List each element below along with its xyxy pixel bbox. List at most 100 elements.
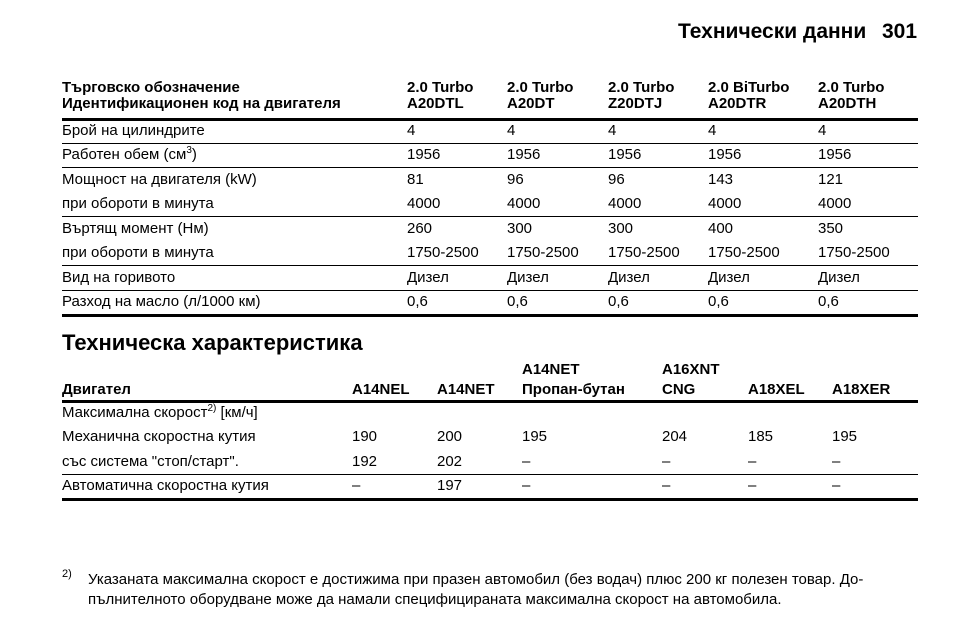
cell: Автоматична скоростна кутия (62, 477, 269, 494)
header-cell: 2.0 Turbo (507, 79, 574, 96)
superscript: 2) (207, 402, 217, 414)
cell: 192 (352, 452, 378, 470)
cell: Дизел (407, 268, 449, 286)
cell: 202 (437, 452, 463, 470)
header-cell: A18XEL (748, 381, 805, 398)
cell: Мощност на двигателя (kW) (62, 170, 257, 188)
cell: 1956 (818, 146, 852, 163)
section-title: Техническа характеристика (62, 330, 363, 355)
rule (62, 118, 918, 121)
cell: Дизел (608, 268, 650, 286)
footnote-text: пълнителното оборудване може да намали с… (88, 591, 782, 608)
rule (62, 498, 918, 501)
cell: 4000 (608, 195, 642, 212)
cell: Разход на масло (л/1000 км) (62, 293, 261, 310)
header-cell: A20DTR (708, 95, 767, 112)
cell: – (662, 477, 671, 494)
text-part: Работен обем (см (62, 146, 187, 163)
cell: – (832, 452, 841, 470)
header-cell: 2.0 Turbo (818, 79, 885, 96)
header-cell: Търговско обозначение (62, 79, 240, 96)
cell: Дизел (507, 268, 549, 286)
cell: 1956 (608, 146, 642, 163)
cell: 143 (708, 170, 734, 188)
cell: – (522, 452, 531, 470)
header-cell: Z20DTJ (608, 95, 663, 112)
text-part: [км/ч] (216, 403, 258, 421)
cell: – (522, 477, 531, 494)
footnote-text: Указаната максимална скорост е достижима… (88, 571, 864, 588)
rule (62, 142, 918, 144)
header-cell: A14NET (437, 381, 495, 398)
cell: 1956 (708, 146, 742, 163)
cell: 300 (608, 219, 634, 237)
text-part: Максимална скорост (62, 403, 208, 421)
header-cell: A20DTL (407, 95, 464, 112)
cell: 260 (407, 219, 433, 237)
cell: 4000 (818, 195, 852, 212)
cell: Вид на горивото (62, 268, 176, 286)
cell: Механична скоростна кутия (62, 428, 256, 445)
footnote-mark: 2) (62, 568, 72, 580)
rule (62, 289, 918, 291)
cell: 204 (662, 428, 688, 445)
page-title: Технически данни (678, 20, 867, 43)
cell: 4 (708, 121, 717, 139)
header-cell: A18XER (832, 381, 891, 398)
text-part: ) (191, 146, 197, 163)
cell: – (662, 452, 671, 470)
header-cell: Идентификационен код на двигателя (62, 95, 341, 112)
header-cell: A20DT (507, 95, 555, 112)
cell: 1750-2500 (507, 244, 579, 261)
cell: 0,6 (407, 293, 428, 310)
cell: 121 (818, 170, 844, 188)
cell: при обороти в минута (62, 244, 214, 261)
header-cell: 2.0 Turbo (407, 79, 474, 96)
cell: 0,6 (608, 293, 629, 310)
cell: – (748, 477, 757, 494)
cell: 0,6 (708, 293, 729, 310)
cell: 195 (832, 428, 858, 445)
header-cell: 2.0 BiTurbo (708, 79, 790, 96)
header-cell: 2.0 Turbo (608, 79, 675, 96)
rule (62, 473, 918, 475)
header-cell: Двигател (62, 381, 131, 398)
cell: 185 (748, 428, 774, 445)
cell: 350 (818, 219, 844, 237)
header-cell: A16XNT (662, 361, 720, 378)
header-cell: A14NET (522, 361, 580, 378)
superscript: 3 (186, 145, 192, 156)
header-cell: Пропан-бутан (522, 381, 625, 398)
cell: 4000 (708, 195, 742, 212)
rule (62, 216, 918, 218)
cell: – (748, 452, 757, 470)
cell: 4 (407, 121, 416, 139)
cell: 195 (522, 428, 548, 445)
cell: Дизел (708, 268, 750, 286)
cell: 1750-2500 (818, 244, 890, 261)
cell: Работен обем (см3) (62, 146, 197, 164)
cell: 4 (507, 121, 516, 139)
rule (62, 167, 918, 169)
cell: 4000 (507, 195, 541, 212)
cell: 197 (437, 477, 463, 494)
cell: 400 (708, 219, 734, 237)
cell: 1750-2500 (708, 244, 780, 261)
cell: Дизел (818, 268, 860, 286)
header-cell: A20DTH (818, 95, 877, 112)
cell: 0,6 (507, 293, 528, 310)
cell: 96 (608, 170, 625, 188)
rule (62, 400, 918, 403)
cell: 4 (818, 121, 827, 139)
cell: 1956 (507, 146, 541, 163)
cell: – (352, 477, 361, 494)
cell: 1956 (407, 146, 441, 163)
cell: 300 (507, 219, 533, 237)
cell: 81 (407, 170, 424, 188)
rule (62, 314, 918, 317)
cell: 4000 (407, 195, 441, 212)
cell: 0,6 (818, 293, 839, 310)
cell: 190 (352, 428, 378, 445)
cell: 1750-2500 (407, 244, 479, 261)
